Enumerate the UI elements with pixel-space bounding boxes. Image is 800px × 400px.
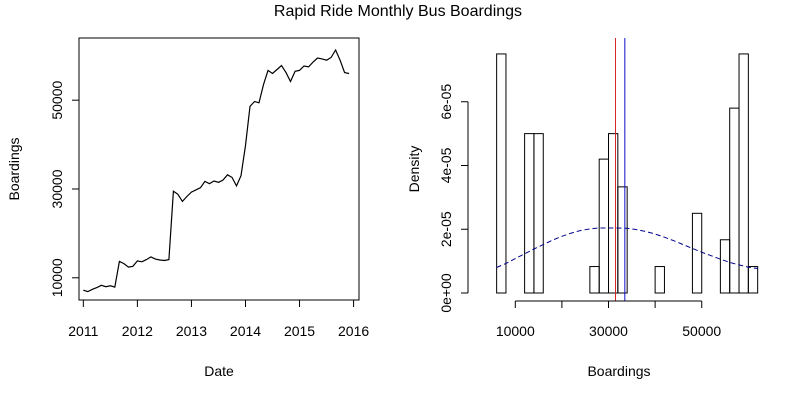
line-chart-y-axis: 10000 30000 50000: [49, 80, 79, 297]
line-chart-series: [83, 48, 350, 293]
histogram-bar: [496, 53, 507, 294]
x-tick-label: 2016: [338, 323, 369, 339]
histogram-bar: [598, 158, 610, 294]
histogram-y-label: Density: [406, 146, 422, 193]
line-chart: 2011 2012 2013 2014 2015 2016 10000 30000 50000…: [6, 37, 369, 379]
y-tick-label: 6e-05: [438, 84, 454, 120]
y-tick-label: 50000: [49, 80, 65, 119]
line-chart-x-axis: 2011 2012 2013 2014 2015 2016: [68, 300, 369, 339]
figure-title: Rapid Ride Monthly Bus Boardings: [274, 3, 522, 20]
x-tick-label: 2013: [176, 323, 207, 339]
y-tick-label: 30000: [49, 169, 65, 208]
histogram-bar: [738, 53, 749, 294]
x-tick-label: 50000: [682, 323, 721, 339]
histogram-x-axis: 10000 30000 50000: [496, 300, 721, 339]
histogram-bar: [617, 186, 628, 294]
histogram-x-label: Boardings: [587, 363, 650, 379]
histogram-bar: [691, 212, 703, 294]
histogram-bar: [729, 107, 740, 294]
x-tick-label: 30000: [589, 323, 628, 339]
line-chart-frame: [78, 37, 360, 301]
histogram-bars: [496, 53, 759, 294]
histogram-bar: [524, 133, 535, 294]
line-chart-y-label: Boardings: [6, 137, 22, 200]
x-tick-label: 2011: [68, 323, 98, 339]
density-curve: [496, 227, 758, 269]
histogram-bar: [654, 266, 665, 294]
y-tick-label: 0e+00: [438, 273, 454, 313]
boardings-line: [83, 48, 350, 293]
histogram-bar: [589, 266, 600, 294]
x-tick-label: 2012: [122, 323, 153, 339]
histogram-bar: [533, 133, 544, 294]
histogram-bar: [747, 266, 759, 294]
x-tick-label: 2015: [284, 323, 315, 339]
histogram-y-axis: 0e+00 2e-05 4e-05 6e-05: [438, 84, 469, 313]
histogram-bar: [608, 133, 619, 294]
x-tick-label: 2014: [230, 323, 261, 339]
y-tick-label: 2e-05: [438, 211, 454, 247]
reference-lines: [615, 38, 626, 301]
histogram-chart: 10000 30000 50000 0e+00 2e-05 4e-05 6e-05 Boa…: [406, 38, 759, 379]
y-tick-label: 4e-05: [438, 147, 454, 183]
y-tick-label: 10000: [49, 258, 65, 297]
density-curve-line: [496, 227, 758, 269]
x-tick-label: 10000: [496, 323, 535, 339]
line-chart-x-label: Date: [204, 363, 234, 379]
histogram-bar: [719, 239, 731, 294]
